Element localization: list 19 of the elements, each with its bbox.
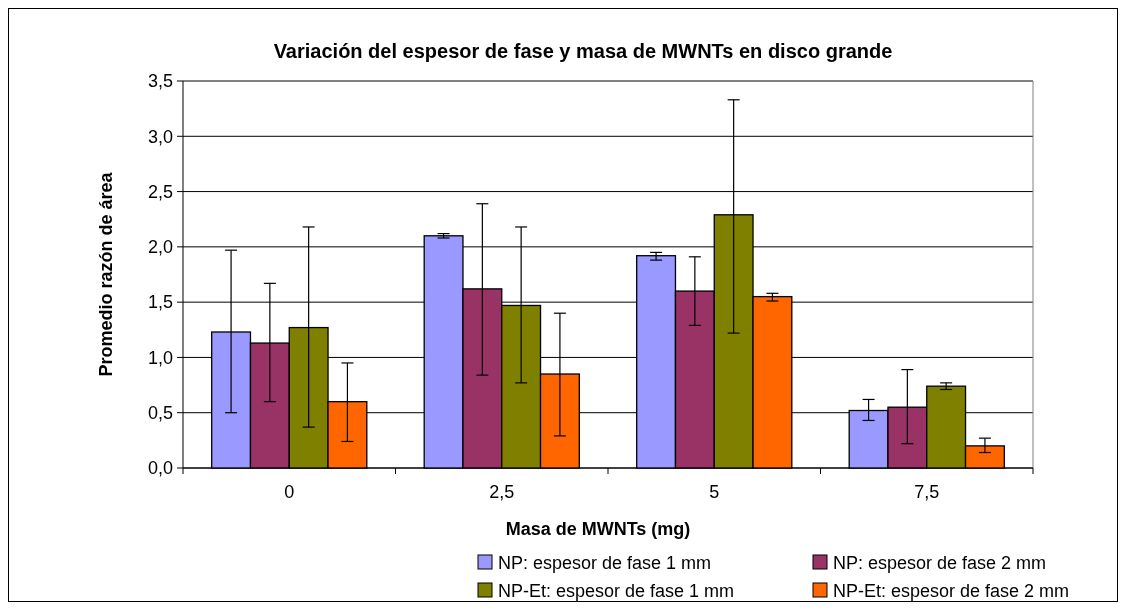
y-tick-label: 1,0 [147, 347, 173, 368]
y-tick-label: 0,5 [147, 403, 173, 424]
y-tick-label: 1,5 [147, 292, 173, 313]
y-tick-label: 2,5 [147, 181, 173, 202]
y-tick-label: 3,0 [147, 126, 173, 147]
legend-label: NP: espesor de fase 2 mm [833, 553, 1047, 574]
y-tick-label: 3,5 [147, 71, 173, 92]
x-tick-label: 0 [284, 482, 295, 502]
legend-label: NP-Et: espesor de fase 2 mm [833, 581, 1070, 602]
y-tick-label: 2,0 [147, 237, 173, 258]
x-axis-title: Masa de MWNTs (mg) [505, 519, 691, 539]
legend-label: NP: espesor de fase 1 mm [498, 553, 712, 574]
y-tick-label: 0,0 [147, 458, 173, 479]
legend-label: NP-Et: espesor de fase 1 mm [498, 581, 735, 602]
chart-title: Variación del espesor de fase y masa de MWNTs en disco grande [273, 40, 893, 62]
x-tick-label: 7,5 [914, 482, 940, 502]
y-axis-title: Promedio razón de área [96, 171, 116, 377]
x-tick-label: 2,5 [489, 482, 515, 502]
x-tick-label: 5 [709, 482, 720, 502]
